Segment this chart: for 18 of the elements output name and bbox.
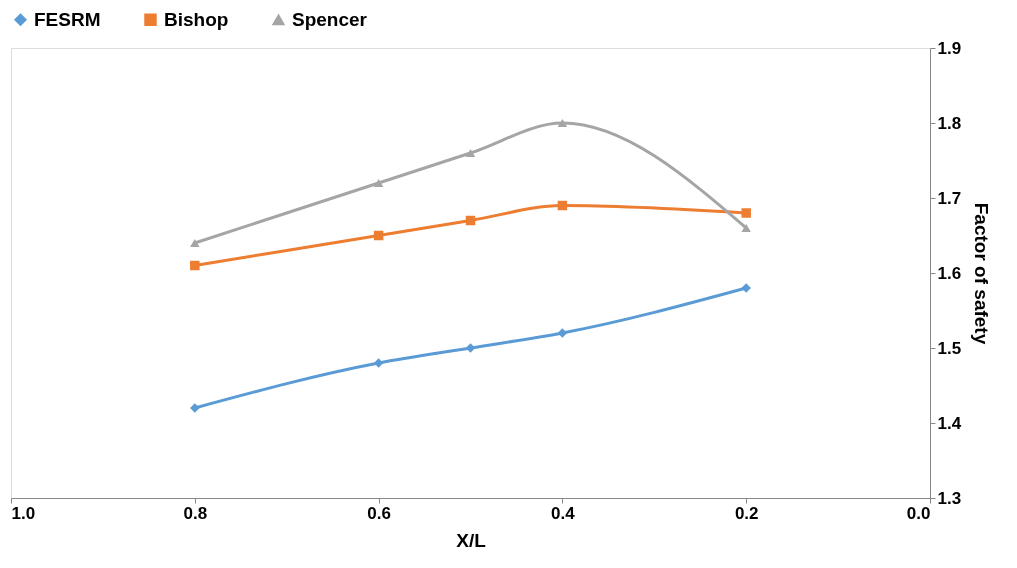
x-tick-label: 0.2: [734, 503, 759, 523]
x-tick-label: 1.0: [11, 503, 36, 523]
y-tick-label: 1.8: [937, 113, 962, 133]
y-tick-label: 1.6: [937, 263, 962, 283]
legend-label: Spencer: [292, 8, 368, 30]
x-tick-label: 0.4: [551, 503, 576, 523]
x-tick-label: 0.6: [367, 503, 391, 523]
y-tick-label: 1.7: [937, 188, 962, 208]
x-axis-title: X/L: [456, 529, 487, 551]
legend-label: FESRM: [34, 8, 101, 30]
x-tick-label: 0.8: [183, 503, 208, 523]
y-tick-label: 1.3: [937, 488, 962, 508]
y-tick-label: 1.9: [937, 38, 962, 58]
y-tick-label: 1.5: [937, 338, 962, 358]
y-tick-label: 1.4: [937, 413, 962, 433]
y-axis-title: Factor of safety: [971, 202, 993, 345]
legend-label: Bishop: [164, 8, 229, 30]
x-tick-label: 0.0: [906, 503, 931, 523]
